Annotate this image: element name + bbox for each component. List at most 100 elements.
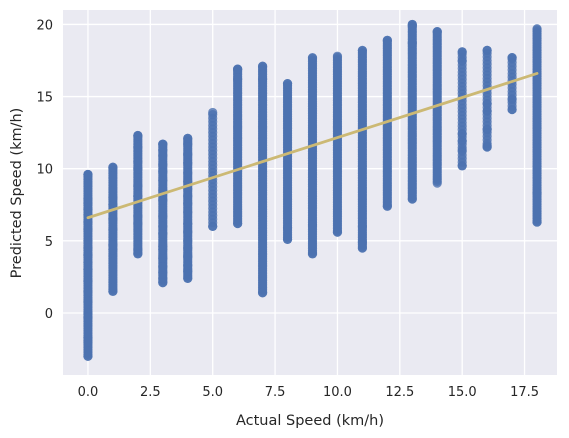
x-tick-label: 10.0 (323, 385, 352, 400)
data-point (83, 194, 93, 204)
data-point (158, 166, 168, 177)
data-point (332, 227, 343, 237)
data-point (183, 236, 193, 246)
data-point (133, 156, 143, 167)
data-point (282, 234, 293, 244)
data-point (158, 159, 168, 169)
data-point (457, 145, 467, 155)
data-point (257, 61, 268, 71)
data-point (282, 78, 293, 89)
data-point (158, 195, 168, 206)
data-point (158, 242, 168, 252)
x-tick-label: 15.0 (448, 385, 477, 400)
data-point (83, 169, 93, 180)
y-tick-label: 5 (45, 235, 53, 250)
data-point (183, 198, 193, 208)
data-point (108, 240, 118, 250)
data-point (482, 141, 492, 151)
data-point (532, 188, 542, 198)
regression-line-group (86, 72, 539, 220)
data-point (257, 74, 268, 84)
data-point (307, 249, 318, 259)
data-point (83, 224, 93, 234)
data-point (108, 286, 118, 296)
data-point (357, 237, 367, 247)
x-tick-label: 5.0 (202, 385, 223, 400)
data-point (257, 288, 268, 298)
y-tick-label: 15 (36, 91, 53, 106)
data-point (83, 265, 93, 275)
data-point (233, 64, 243, 74)
data-point (532, 217, 542, 227)
data-point (208, 221, 218, 232)
x-axis-ticks: 0.0 2.5 5.0 7.5 10.0 12.5 15.0 17.5 (78, 385, 539, 400)
data-point (158, 175, 168, 185)
regression-line (86, 72, 539, 220)
data-point (457, 161, 467, 171)
data-point (482, 125, 492, 135)
x-tick-label: 12.5 (385, 385, 414, 400)
data-point (183, 243, 193, 253)
data-point (158, 221, 168, 232)
data-point (307, 220, 318, 230)
data-point (183, 252, 193, 262)
y-tick-label: 0 (45, 307, 53, 322)
data-point (83, 308, 93, 318)
data-point (108, 200, 118, 210)
data-point (158, 229, 168, 239)
data-point (357, 221, 367, 232)
data-point (83, 236, 93, 246)
data-point (183, 218, 193, 229)
data-point (482, 99, 492, 109)
data-point (158, 262, 168, 272)
data-point (482, 106, 492, 116)
data-point (83, 276, 93, 286)
data-point (158, 211, 168, 221)
data-point (532, 24, 542, 34)
data-point (208, 107, 218, 118)
data-point (133, 142, 143, 152)
data-point (407, 19, 417, 30)
data-point (482, 45, 492, 55)
data-point (158, 139, 168, 149)
x-tick-label: 17.5 (510, 385, 539, 400)
data-point (83, 296, 93, 307)
data-point (108, 214, 118, 224)
y-tick-label: 10 (36, 163, 53, 178)
data-point (83, 243, 93, 253)
data-point (83, 332, 93, 343)
data-point (183, 273, 193, 283)
data-point (183, 168, 193, 178)
data-point (183, 133, 193, 143)
data-point (133, 244, 143, 255)
data-point (183, 191, 193, 201)
data-point (183, 149, 193, 159)
x-tick-label: 7.5 (265, 385, 286, 400)
data-point (158, 253, 168, 263)
data-point (133, 130, 143, 141)
data-point (108, 162, 118, 172)
data-point (357, 45, 367, 55)
data-point (457, 47, 467, 57)
data-point (133, 191, 143, 201)
data-point (83, 286, 93, 296)
data-point (332, 51, 343, 61)
data-point (457, 129, 467, 139)
x-axis-label: Actual Speed (km/h) (236, 413, 384, 429)
data-point (407, 38, 417, 48)
data-point (108, 192, 118, 203)
data-point (457, 136, 467, 146)
data-point (507, 104, 517, 115)
y-axis-ticks: 0 5 10 15 20 (36, 18, 53, 322)
data-point (133, 164, 143, 174)
data-point (83, 257, 93, 268)
data-point (282, 223, 293, 233)
data-point (133, 211, 143, 221)
data-point (108, 224, 118, 234)
data-point (183, 207, 193, 217)
data-point (183, 227, 193, 237)
data-point (183, 158, 193, 168)
data-point (233, 74, 243, 84)
data-point (507, 94, 517, 105)
